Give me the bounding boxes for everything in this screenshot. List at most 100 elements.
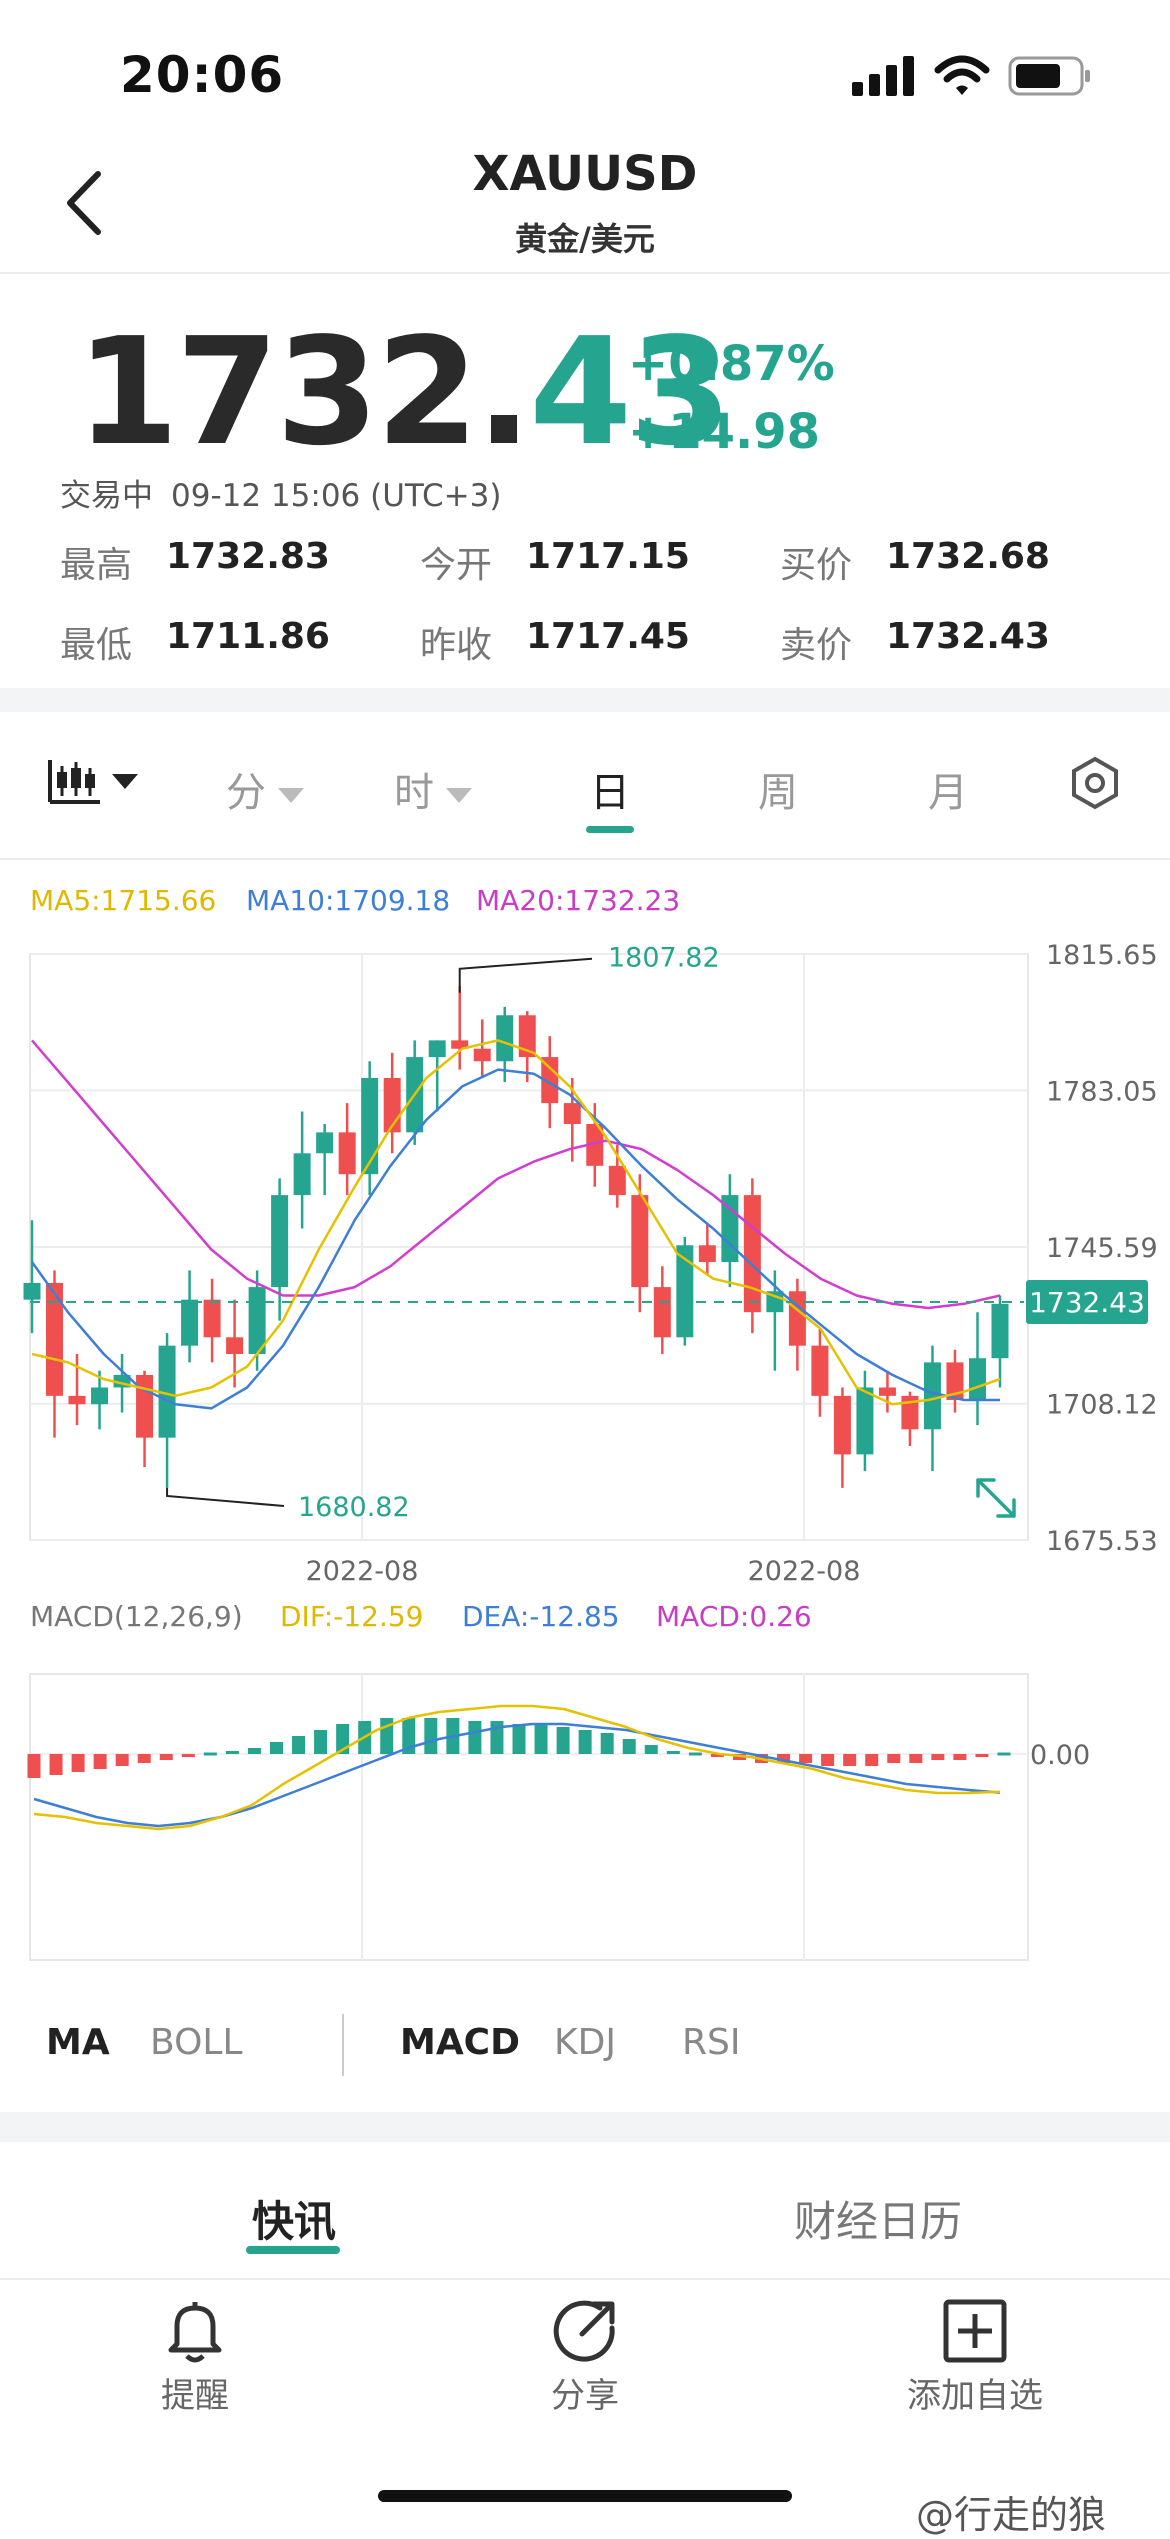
tab-hour[interactable]: 时 [394,760,472,818]
candle-body [676,1245,694,1338]
caret-down-icon [446,787,472,803]
candle-body [878,1387,896,1396]
candle-body [248,1287,266,1355]
macd-bar [314,1730,328,1754]
ma5-line [31,1039,1001,1406]
candle-body [203,1299,221,1338]
candle-body [451,1040,469,1049]
macd-bar [159,1754,173,1760]
tab-flash-news[interactable]: 快讯 [252,2197,337,2246]
candle-body [316,1132,334,1154]
candle-body [608,1165,626,1196]
macd-frame [29,1673,1029,1961]
macd-bar [865,1754,879,1766]
cellular-signal-icon [852,56,914,96]
price-decimal: 43 [529,306,732,478]
macd-bar [821,1754,835,1766]
macd-bar [270,1742,283,1754]
candle-body [811,1345,829,1396]
macd-bar [843,1754,857,1766]
add-watchlist-label: 添加自选 [907,2376,1043,2416]
macd-bar [666,1751,680,1754]
macd-bar [887,1754,901,1763]
candle-body [91,1387,109,1405]
fullscreen-icon[interactable] [976,1478,1016,1518]
candle-body [338,1132,356,1175]
indicator-kdj[interactable]: KDJ [554,2022,616,2063]
candle-body [653,1287,671,1338]
bell-icon [168,2302,222,2363]
candlestick-chart-icon [48,760,100,804]
low-label: 1680.82 [298,1492,410,1523]
macd-bar [402,1718,416,1754]
tab-month[interactable]: 月 [928,770,968,816]
macd-legend-dif: DIF:-12.59 [280,1600,424,1633]
candle-body [293,1153,311,1196]
candle-body [23,1282,41,1300]
macd-bar [600,1733,614,1754]
candle-body [923,1362,941,1430]
change-absolute: +14.98 [628,404,821,460]
candle-body [631,1195,649,1288]
macd-bar [424,1718,438,1754]
macd-bar [247,1748,261,1754]
symbol-subtitle: 黄金/美元 [515,220,655,258]
stat-label: 买价 [780,545,853,586]
candle-body [698,1245,716,1263]
macd-bar [534,1724,548,1754]
trade-status: 交易中 09-12 15:06 (UTC+3) [60,470,519,515]
stat-value: 1717.45 [526,616,690,657]
macd-bar [468,1721,482,1754]
indicator-rsi[interactable]: RSI [682,2022,741,2063]
chart-settings-button[interactable] [1070,756,1120,810]
ma10-legend: MA10:1709.18 [246,884,451,917]
macd-bar [909,1754,923,1763]
candle-body [563,1103,581,1125]
indicator-boll[interactable]: BOLL [150,2022,243,2063]
macd-bar [27,1754,41,1778]
share-button[interactable] [530,2296,640,2416]
macd-bar [225,1751,239,1754]
candle-body [586,1124,604,1166]
alert-button[interactable] [140,2296,250,2416]
candle-body [473,1048,491,1062]
macd-bar [292,1736,306,1754]
macd-legend-dea: DEA:-12.85 [462,1600,620,1633]
home-indicator[interactable] [378,2490,792,2502]
back-button[interactable] [52,168,122,238]
stat-value: 1732.83 [166,536,330,577]
y-tick-label: 1675.53 [1046,1526,1158,1557]
tab-minute[interactable]: 分 [226,760,304,818]
ma20-line [31,1039,1001,1310]
candlestick-chart[interactable]: 1815.65 1783.05 1745.59 1708.12 1675.53 2022-… [0,940,1170,1590]
macd-bar [49,1754,63,1775]
change-percent: +0.87% [628,336,835,392]
candle-body [743,1195,761,1313]
macd-bar [931,1754,945,1760]
indicator-ma[interactable]: MA [46,2022,110,2063]
add-watchlist-button[interactable] [920,2296,1030,2416]
hexagon-settings-icon [1072,756,1118,810]
current-price-tag [1026,1280,1148,1325]
stat-value: 1732.43 [886,616,1050,657]
stat-value: 1732.68 [886,536,1050,577]
tab-economic-calendar[interactable]: 财经日历 [794,2197,963,2246]
candle-body [946,1362,964,1401]
dif-line [33,1704,1001,1831]
tab-day[interactable]: 日 [590,770,630,816]
chart-type-selector[interactable] [48,758,138,804]
y-tick-label: 1815.65 [1046,940,1158,971]
tab-week[interactable]: 周 [758,770,798,816]
symbol-title: XAUUSD [472,146,698,202]
candle-body [968,1358,986,1401]
candle-body [136,1374,154,1438]
candle-body [226,1337,244,1355]
trading-state: 交易中 [60,478,153,514]
macd-chart[interactable]: 0.00 [0,1664,1170,1970]
macd-bar [203,1752,217,1756]
macd-bar [71,1754,85,1772]
share-label: 分享 [551,2376,619,2416]
candle-body [428,1040,446,1058]
indicator-macd[interactable]: MACD [400,2022,520,2063]
macd-bar [777,1754,791,1763]
